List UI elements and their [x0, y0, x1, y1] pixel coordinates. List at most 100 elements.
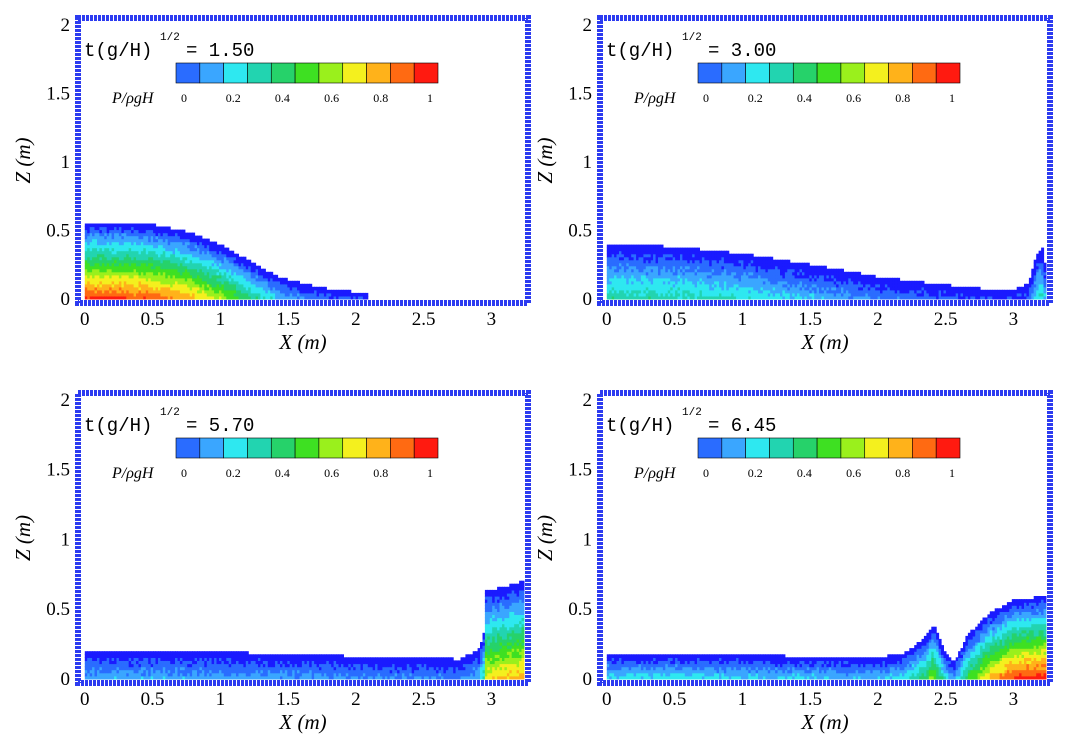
fluid-particle — [716, 259, 720, 264]
fluid-particle — [162, 262, 166, 267]
fluid-particle — [294, 295, 298, 300]
fluid-particle — [680, 274, 683, 279]
fluid-particle — [426, 669, 430, 674]
fluid-particle — [948, 286, 952, 291]
fluid-particle — [238, 274, 242, 279]
fluid-particle — [299, 675, 303, 680]
fluid-particle — [975, 289, 979, 294]
fluid-particle — [336, 666, 340, 671]
fluid-particle — [243, 268, 247, 273]
fluid-particle — [609, 277, 613, 282]
fluid-particle — [223, 660, 227, 665]
fluid-particle — [143, 253, 147, 258]
fluid-particle — [667, 265, 671, 270]
fluid-particle — [336, 292, 340, 297]
colorbar-tick-label: 0 — [181, 91, 187, 105]
fluid-particle — [906, 286, 910, 291]
fluid-particle — [123, 238, 127, 243]
fluid-particle — [838, 277, 842, 282]
fluid-particle — [172, 669, 176, 674]
fluid-particle — [150, 654, 154, 658]
fluid-particle — [687, 247, 691, 252]
fluid-particle — [221, 660, 225, 665]
fluid-particle — [150, 277, 154, 282]
fluid-particle — [1038, 259, 1042, 264]
fluid-particle — [938, 295, 942, 300]
fluid-particle — [731, 283, 735, 288]
fluid-particle — [348, 657, 352, 661]
fluid-particle — [158, 277, 161, 282]
fluid-particle — [787, 274, 791, 279]
fluid-particle — [382, 660, 386, 665]
fluid-particle — [636, 244, 640, 249]
fluid-particle — [1024, 286, 1027, 291]
fluid-particle — [172, 256, 176, 261]
fluid-particle — [672, 265, 676, 270]
fluid-particle — [345, 666, 349, 671]
fluid-particle — [97, 657, 100, 661]
fluid-particle — [111, 229, 115, 234]
fluid-particle — [1033, 289, 1037, 294]
fluid-particle — [731, 256, 735, 261]
fluid-particle — [921, 295, 925, 300]
fluid-particle — [750, 277, 754, 282]
fluid-particle — [175, 286, 178, 291]
fluid-particle — [945, 295, 949, 300]
fluid-particle — [292, 675, 296, 680]
fluid-particle — [187, 675, 191, 680]
fluid-particle — [284, 283, 288, 288]
fluid-particle — [148, 256, 152, 261]
fluid-particle — [697, 277, 700, 282]
fluid-particle — [321, 654, 325, 658]
fluid-particle — [148, 663, 152, 668]
fluid-particle — [743, 259, 747, 264]
fluid-particle — [728, 277, 732, 282]
fluid-particle — [660, 274, 664, 279]
fluid-particle — [643, 280, 647, 285]
fluid-particle — [636, 265, 640, 270]
fluid-particle — [265, 271, 269, 276]
fluid-particle — [1033, 265, 1037, 270]
fluid-particle — [184, 253, 188, 258]
fluid-particle — [699, 271, 703, 276]
fluid-particle — [192, 654, 196, 658]
fluid-particle — [406, 675, 410, 680]
fluid-particle — [658, 247, 661, 252]
fluid-particle — [309, 654, 313, 658]
fluid-particle — [226, 268, 230, 273]
fluid-particle — [97, 229, 100, 234]
fluid-particle — [118, 253, 122, 258]
fluid-particle — [87, 256, 91, 261]
fluid-particle — [619, 286, 622, 291]
fluid-particle — [616, 292, 620, 297]
fluid-particle — [262, 654, 266, 658]
fluid-particle — [726, 265, 730, 270]
fluid-particle — [870, 277, 874, 282]
fluid-particle — [914, 289, 918, 294]
fluid-particle — [277, 289, 281, 294]
fluid-particle — [236, 660, 239, 665]
fluid-particle — [133, 660, 137, 665]
fluid-particle — [175, 274, 178, 279]
fluid-particle — [333, 289, 337, 294]
fluid-particle — [1043, 265, 1047, 270]
fluid-particle — [640, 283, 644, 288]
fluid-particle — [289, 292, 293, 297]
fluid-particle — [165, 274, 169, 279]
fluid-particle — [753, 286, 757, 291]
fluid-particle — [131, 244, 135, 249]
fluid-particle — [709, 268, 713, 273]
fluid-particle — [706, 277, 710, 282]
fluid-particle — [738, 295, 742, 300]
fluid-particle — [153, 669, 157, 674]
fluid-particle — [206, 244, 210, 249]
time-label-exponent: 1/2 — [682, 32, 702, 44]
fluid-particle — [297, 283, 300, 288]
fluid-particle — [809, 283, 813, 288]
fluid-particle — [694, 265, 698, 270]
fluid-particle — [148, 241, 152, 246]
fluid-particle — [358, 672, 361, 677]
fluid-particle — [172, 268, 176, 273]
fluid-particle — [255, 660, 259, 665]
fluid-particle — [631, 277, 635, 282]
